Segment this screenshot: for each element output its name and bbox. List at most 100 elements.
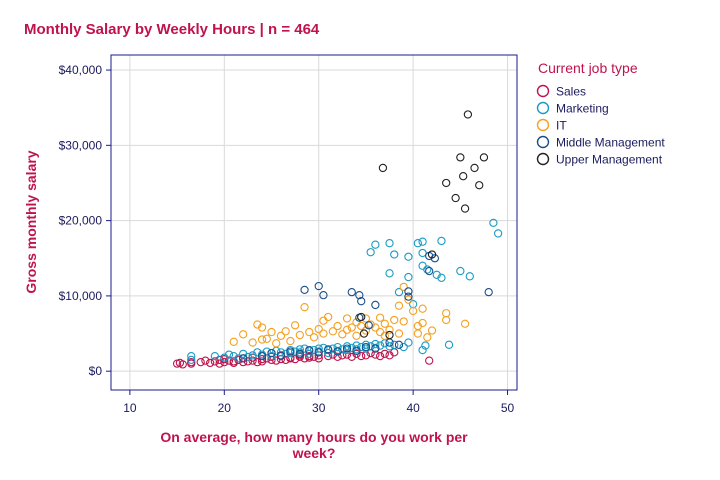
data-point [324, 345, 333, 354]
data-point [470, 163, 479, 173]
data-point [224, 350, 234, 359]
series-marketing [187, 218, 503, 365]
data-point [333, 347, 342, 356]
data-point [229, 351, 238, 361]
data-point [399, 317, 408, 326]
data-point [347, 323, 356, 332]
data-point [229, 337, 238, 346]
data-point [385, 269, 394, 278]
legend-marker [536, 118, 550, 132]
data-point [187, 357, 196, 367]
data-point [276, 348, 286, 357]
data-point [418, 248, 427, 258]
data-point [309, 333, 319, 342]
data-point [305, 351, 314, 361]
data-point [442, 309, 451, 318]
legend-marker [536, 135, 550, 149]
data-point [456, 153, 465, 162]
data-point [364, 321, 373, 330]
data-point [375, 313, 385, 322]
data-point [333, 342, 342, 352]
data-point [404, 295, 413, 304]
y-tick-label: $40,000 [59, 63, 103, 77]
x-tick-label: 10 [123, 401, 137, 415]
data-point [314, 348, 323, 357]
data-point [342, 314, 352, 323]
data-point [239, 354, 248, 363]
data-point [427, 326, 437, 335]
data-point [442, 178, 451, 188]
data-point [248, 353, 257, 362]
data-point [385, 239, 394, 248]
data-point [342, 325, 352, 334]
data-point [413, 239, 423, 248]
data-point [378, 163, 388, 173]
y-tick-label: $30,000 [59, 138, 103, 152]
data-point [355, 290, 364, 300]
data-point [281, 355, 290, 365]
data-point [380, 331, 389, 340]
data-point [210, 357, 220, 366]
data-point [178, 360, 187, 369]
data-point [404, 338, 413, 347]
series-it [229, 282, 470, 348]
data-point [418, 318, 427, 328]
x-axis-title-line-2: week? [292, 445, 336, 461]
data-point [427, 250, 437, 259]
chart-title: Monthly Salary by Weekly Hours | n = 464 [24, 21, 320, 38]
data-point [361, 342, 371, 352]
data-point [286, 347, 295, 356]
data-point [418, 261, 427, 270]
data-point [456, 266, 465, 276]
x-tick-label: 20 [218, 401, 232, 415]
plot-frame [110, 54, 518, 391]
grid-lines [111, 55, 517, 390]
data-point [418, 237, 427, 246]
legend-marker [536, 101, 550, 115]
data-point [404, 287, 413, 296]
data-point [385, 342, 394, 351]
data-point [295, 330, 304, 340]
data-point [257, 351, 267, 361]
data-point [290, 321, 300, 330]
data-point [390, 250, 399, 259]
data-point [342, 342, 352, 351]
data-point [484, 287, 493, 297]
data-point [328, 327, 338, 336]
data-point [352, 331, 361, 340]
data-point [413, 329, 423, 338]
data-point [460, 319, 470, 328]
data-point [305, 345, 314, 355]
data-point [272, 339, 281, 348]
data-point [239, 330, 248, 339]
data-point [234, 354, 243, 363]
data-point [352, 346, 361, 356]
data-point [267, 348, 276, 358]
data-point [404, 252, 413, 261]
y-tick-label: $10,000 [59, 289, 103, 303]
data-point [342, 350, 352, 359]
data-point [257, 335, 267, 344]
y-tick-label: $20,000 [59, 214, 103, 228]
data-point [342, 344, 352, 353]
data-point [394, 329, 404, 338]
legend-label: Marketing [556, 102, 609, 116]
data-point [309, 345, 319, 355]
legend-title: Current job type [538, 60, 638, 76]
data-point [475, 181, 484, 190]
data-point [295, 349, 304, 359]
data-point [276, 331, 286, 340]
y-axis-ticks: $0 $10,000 $20,000 $30,000 $40,000 [59, 63, 111, 378]
data-point [380, 319, 389, 328]
data-point [187, 351, 196, 361]
data-point [272, 356, 281, 365]
data-point [333, 321, 342, 331]
data-point [276, 351, 286, 360]
legend-label: Upper Management [556, 153, 663, 167]
data-point [248, 338, 257, 347]
data-point [352, 349, 361, 359]
data-point [300, 344, 309, 353]
x-tick-label: 50 [501, 401, 515, 415]
data-point [380, 349, 389, 359]
data-points [172, 110, 503, 369]
